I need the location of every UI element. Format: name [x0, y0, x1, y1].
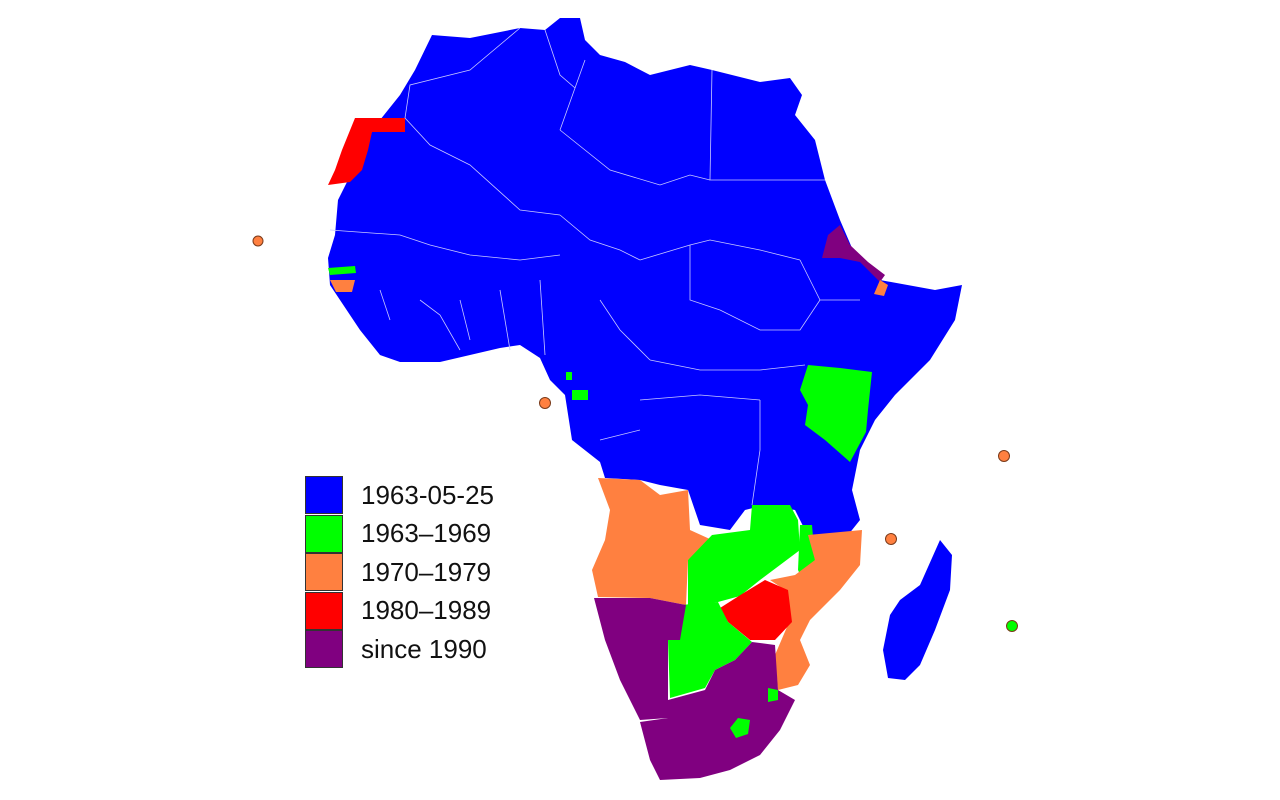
region-madagascar	[883, 540, 952, 680]
legend-label: since 1990	[361, 633, 487, 664]
legend-swatch	[305, 553, 343, 592]
island-sao-tome	[539, 397, 551, 409]
region-zambia	[688, 505, 800, 606]
region-mozambique	[770, 530, 862, 690]
legend-label: 1980–1989	[361, 595, 492, 626]
region-bioko	[566, 372, 572, 380]
legend-swatch	[305, 476, 343, 515]
region-namibia	[594, 598, 686, 720]
region-kenya	[800, 365, 872, 462]
region-lesotho	[730, 718, 750, 738]
legend-row-since-1990: since 1990	[305, 630, 494, 669]
island-mauritius	[1006, 620, 1018, 632]
region-angola	[592, 478, 712, 605]
region-zimbabwe	[720, 580, 792, 640]
legend-row-1970-1979: 1970–1979	[305, 553, 494, 592]
region-equatorial-guinea	[572, 390, 588, 400]
region-founding-members	[328, 18, 962, 540]
region-guinea-bissau	[330, 280, 355, 292]
island-seychelles	[998, 450, 1010, 462]
region-western-sahara	[328, 118, 405, 185]
legend-row-founding: 1963-05-25	[305, 476, 494, 515]
region-botswana	[668, 602, 752, 698]
legend-swatch	[305, 630, 343, 669]
legend-label: 1970–1979	[361, 556, 492, 587]
region-south-africa	[640, 642, 795, 780]
legend-row-1980-1989: 1980–1989	[305, 591, 494, 631]
region-gambia	[328, 266, 356, 275]
legend-label: 1963–1969	[361, 518, 492, 549]
legend-row-1963-1969: 1963–1969	[305, 514, 494, 554]
island-comoros	[885, 533, 897, 545]
region-djibouti	[874, 280, 888, 296]
legend-swatch	[305, 591, 343, 630]
region-eritrea	[822, 225, 885, 282]
region-swaziland	[768, 688, 778, 702]
country-borders	[329, 27, 860, 506]
legend-label: 1963-05-25	[361, 479, 494, 510]
legend-swatch	[305, 514, 343, 553]
legend: 1963-05-25 1963–1969 1970–1979 1980–1989…	[305, 476, 494, 669]
island-cape-verde	[252, 235, 264, 247]
